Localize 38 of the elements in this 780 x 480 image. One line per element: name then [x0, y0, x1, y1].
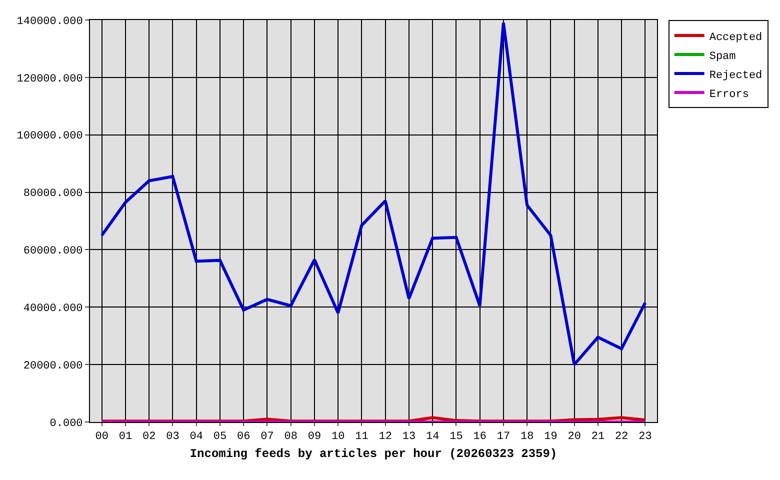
y-tick-label: 80000.000	[23, 188, 83, 200]
x-tick-label: 23	[638, 431, 652, 444]
x-tick-label: 02	[142, 431, 156, 444]
y-tick-label: 60000.000	[23, 246, 83, 258]
x-tick-label: 14	[426, 431, 440, 444]
line-series	[100, 21, 647, 366]
x-tick-label: 03	[166, 431, 180, 444]
x-tick-label: 16	[473, 431, 486, 444]
x-tick-label: 08	[284, 431, 298, 444]
y-tick-label: 140000.000	[16, 16, 83, 28]
x-tick-label: 07	[260, 431, 274, 444]
x-tick-label: 20	[568, 431, 581, 444]
x-tick-label: 15	[450, 431, 463, 444]
x-tick-label: 01	[118, 431, 132, 444]
y-tick-label: 120000.000	[16, 73, 83, 86]
x-tick-label: 17	[496, 431, 510, 444]
x-tick-label: 10	[331, 431, 345, 444]
x-tick-label: 21	[591, 431, 605, 444]
x-tick-label: 06	[236, 431, 250, 444]
x-axis-title: Incoming feeds by articles per hour (20260323 2359)	[190, 447, 558, 462]
legend-label: Accepted	[709, 32, 762, 44]
legend-label: Spam	[709, 50, 736, 63]
y-tick-label: 40000.000	[23, 302, 83, 315]
x-tick-label: 19	[544, 431, 558, 444]
y-tick-label: 20000.000	[23, 360, 83, 372]
y-tick-label: 100000.000	[16, 130, 83, 143]
x-tick-label: 22	[614, 431, 628, 444]
x-tick-label: 12	[378, 431, 392, 444]
x-tick-label: 09	[308, 431, 322, 444]
x-tick-label: 00	[95, 431, 108, 444]
x-tick-label: 13	[402, 431, 416, 444]
x-tick-label: 18	[520, 431, 534, 444]
x-tick-label: 04	[190, 431, 204, 444]
x-tick-label: 05	[213, 431, 227, 444]
x-tick-label: 11	[355, 431, 369, 444]
legend-label: Errors	[709, 88, 749, 101]
legend-label: Rejected	[709, 70, 762, 82]
y-tick-label: 0.000	[50, 418, 83, 430]
